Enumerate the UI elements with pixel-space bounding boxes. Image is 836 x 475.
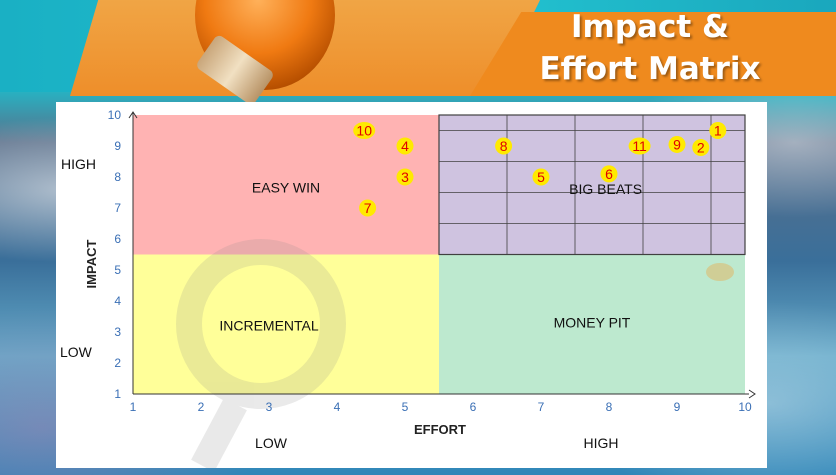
data-point-label: 6 — [605, 166, 613, 182]
x-tick-label: 5 — [402, 400, 409, 414]
magnifier-lens-icon — [176, 239, 346, 409]
chart-card: 1 2 3 4 5 6 7 8 9 10 1 2 3 4 5 6 7 8 9 10 EASY WIN BIG BEATS… — [56, 102, 767, 473]
data-point-marker — [396, 137, 414, 155]
big-beats-border — [438, 114, 746, 256]
data-points-layer: 12 3 4 5 6 7 8 9 10 11 — [353, 122, 727, 217]
y-tick-label: 6 — [114, 232, 121, 246]
data-point-label: 2 — [697, 140, 705, 156]
y-tick-label: 2 — [114, 356, 121, 370]
y-tick-label: 7 — [114, 201, 121, 215]
x-label-low: LOW — [255, 435, 288, 451]
data-point-label: 5 — [537, 169, 545, 185]
quadrant-layer — [133, 115, 745, 394]
y-tick-label: 9 — [114, 139, 121, 153]
data-point-marker — [709, 122, 727, 139]
data-point-marker — [396, 168, 414, 186]
data-point-marker — [353, 122, 376, 139]
quadrant-money-pit — [439, 254, 745, 394]
data-point-marker — [692, 139, 710, 157]
quadrant-label-money-pit: MONEY PIT — [554, 314, 631, 330]
y-tick-label: 4 — [114, 294, 121, 308]
x-tick-label: 7 — [538, 400, 545, 414]
data-point-marker — [668, 135, 686, 153]
x-label-high: HIGH — [584, 435, 619, 451]
x-axis-arrow — [748, 389, 756, 399]
axes-layer — [128, 111, 756, 399]
decorative-oval — [706, 263, 734, 281]
data-point-label: 10 — [356, 123, 372, 139]
quadrant-labels-layer: EASY WIN BIG BEATS INCREMENTAL MONEY PIT — [219, 180, 642, 334]
y-tick-label: 1 — [114, 387, 121, 401]
header-title-panel — [470, 12, 836, 96]
data-point-label: 9 — [673, 136, 681, 152]
x-tick-label: 2 — [198, 400, 205, 414]
y-tick-label: 10 — [108, 108, 122, 122]
x-tick-label: 9 — [674, 400, 681, 414]
y-label-low: LOW — [60, 344, 93, 360]
quadrant-label-easy-win: EASY WIN — [252, 180, 320, 196]
data-point-label: 1 — [714, 123, 722, 139]
data-point-label: 7 — [364, 200, 372, 216]
y-tick-label: 5 — [114, 263, 121, 277]
y-label-high: HIGH — [61, 156, 96, 172]
quadrant-label-incremental: INCREMENTAL — [219, 317, 319, 333]
y-axis-label: IMPACT — [84, 240, 99, 289]
x-tick-label: 10 — [738, 400, 752, 414]
quadrant-big-beats — [439, 115, 745, 255]
data-point-marker — [495, 137, 513, 155]
data-point-marker — [532, 168, 550, 186]
title-line-2: Effort Matrix — [539, 51, 761, 87]
x-tick-label: 8 — [606, 400, 613, 414]
data-point-marker — [359, 199, 377, 217]
data-point-label: 11 — [632, 138, 647, 154]
y-tick-label: 3 — [114, 325, 121, 339]
magnifier-watermark — [176, 239, 346, 473]
quadrant-easy-win — [133, 115, 439, 255]
x-tick-label: 4 — [334, 400, 341, 414]
y-tick-label: 8 — [114, 170, 121, 184]
y-axis-arrow — [128, 111, 138, 119]
data-point-marker — [628, 137, 651, 155]
x-tick-label: 1 — [130, 400, 137, 414]
quadrant-label-big-beats: BIG BEATS — [569, 181, 642, 197]
quadrant-incremental — [133, 254, 439, 394]
data-point-marker — [600, 165, 618, 183]
magnifier-handle-icon — [191, 397, 247, 473]
x-tick-label: 6 — [470, 400, 477, 414]
x-axis-label: EFFORT — [414, 422, 466, 437]
data-point-label: 4 — [401, 138, 409, 154]
page-title: Impact & Effort Matrix — [510, 6, 790, 90]
title-line-1: Impact & — [571, 9, 729, 45]
data-point-label: 3 — [401, 169, 409, 185]
data-point-label: 8 — [500, 138, 508, 154]
x-tick-label: 3 — [266, 400, 273, 414]
